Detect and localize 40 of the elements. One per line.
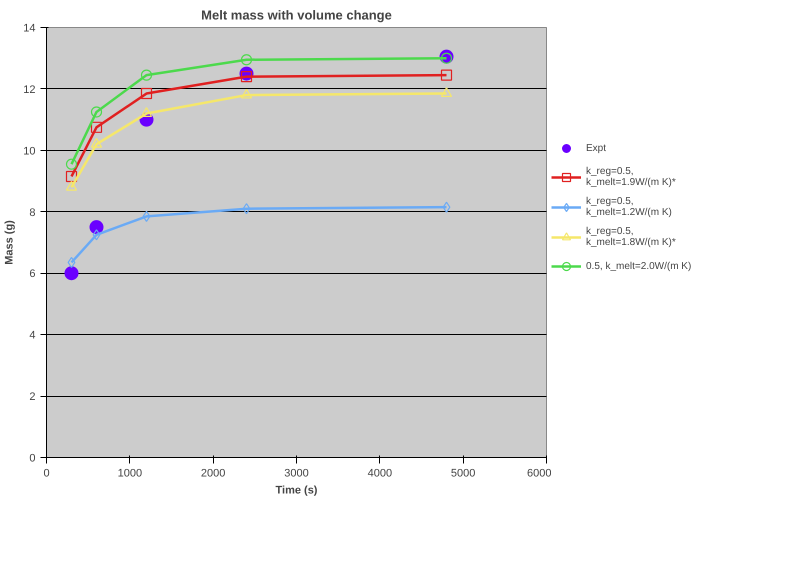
point	[240, 54, 252, 66]
chart-title: Melt mass with volume change	[201, 8, 392, 22]
legend-label: k_reg=0.5, k_melt=1.8W/(m K)*	[586, 226, 676, 248]
point	[140, 70, 152, 81]
point	[66, 180, 78, 191]
x-tick-label: 5000	[450, 468, 476, 480]
x-tick-label: 0	[43, 468, 50, 480]
point	[140, 88, 152, 100]
legend-label: 0.5, k_melt=2.0W/(m K)	[586, 260, 692, 272]
point	[240, 88, 252, 99]
legend-label: Expt	[586, 142, 606, 154]
y-tick-label: 12	[23, 84, 36, 96]
point	[90, 138, 102, 148]
x-axis-title: Time (s)	[276, 484, 318, 496]
point	[90, 122, 102, 133]
y-tick-label: 8	[29, 206, 36, 219]
x-tick-label: 1000	[118, 468, 142, 480]
x-tick-label: 6000	[527, 468, 552, 480]
x-tick-label: 4000	[368, 468, 392, 480]
y-tick-label: 0	[29, 452, 36, 464]
legend-label: k_reg=0.5, k_melt=1.2W/(m K)	[586, 196, 672, 218]
y-tick-label: 14	[23, 22, 36, 34]
point	[440, 52, 452, 64]
point	[140, 107, 152, 117]
point	[440, 87, 452, 98]
point	[66, 170, 78, 182]
point	[440, 70, 452, 81]
point	[66, 158, 78, 170]
legend-label: k_reg=0.5, k_melt=1.9W/(m K)*	[586, 166, 676, 188]
y-tick-label: 4	[29, 330, 36, 342]
y-tick-label: 2	[29, 391, 36, 404]
y-axis-title: Mass (g)	[3, 220, 16, 265]
point	[90, 106, 102, 118]
point	[64, 266, 78, 280]
x-tick-label: 3000	[284, 468, 309, 480]
y-tick-label: 6	[29, 268, 36, 280]
x-tick-label: 2000	[200, 468, 226, 480]
point	[240, 71, 252, 82]
point	[90, 220, 104, 234]
y-tick-label: 10	[23, 145, 36, 158]
